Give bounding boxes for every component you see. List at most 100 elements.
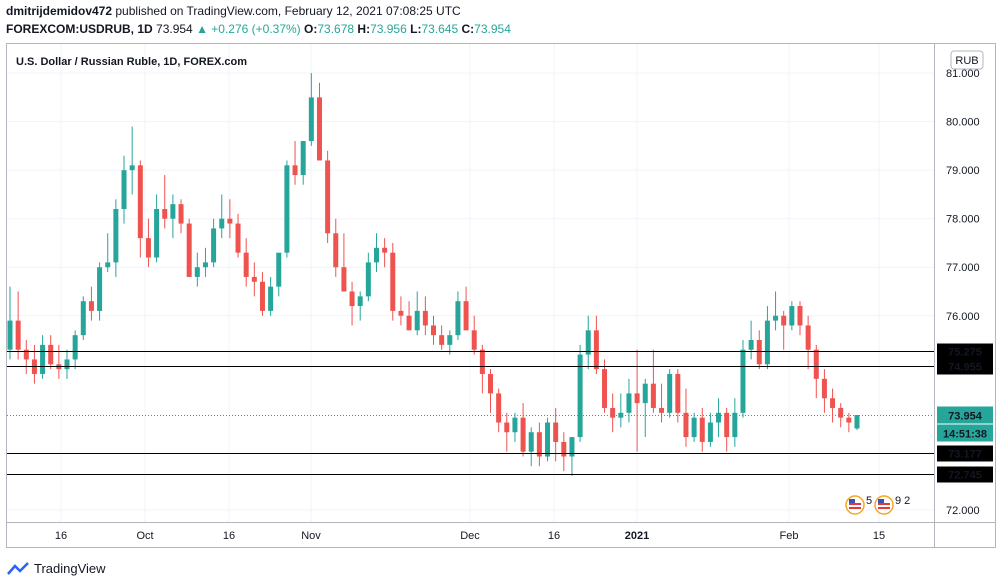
candle (202, 247, 208, 277)
candle-body (365, 262, 371, 297)
candle-body (251, 276, 257, 282)
candle (488, 369, 494, 413)
candle (40, 335, 46, 379)
x-tick-label: 16 (223, 530, 235, 542)
candle (186, 218, 192, 277)
candle (194, 252, 200, 287)
last-price-label: 73.954 (948, 411, 983, 423)
candle (406, 301, 412, 331)
candle (821, 369, 827, 413)
low-value: 73.645 (421, 22, 459, 36)
candle-body (154, 208, 160, 258)
candle-body (634, 393, 640, 404)
candle-body (520, 417, 526, 452)
candle (732, 398, 738, 447)
candle (528, 427, 534, 467)
candle (64, 349, 70, 379)
candle-body (341, 267, 347, 292)
candle-body (545, 422, 551, 457)
candle-body (170, 204, 176, 219)
candle-body (15, 320, 21, 350)
candle (667, 369, 673, 418)
x-tick-label: Feb (780, 530, 799, 542)
candle (235, 213, 241, 258)
candle-body (235, 223, 241, 253)
candle-body (797, 306, 803, 326)
candle-body (683, 412, 689, 438)
candle-body (732, 412, 738, 438)
high-label: H: (357, 22, 371, 36)
flag-stripe (849, 503, 861, 505)
candle-body (602, 369, 608, 408)
candle (439, 325, 445, 350)
y-tick-label: 72.000 (946, 505, 980, 517)
candle-body (211, 228, 217, 263)
candle (31, 344, 37, 384)
candle-body (162, 208, 168, 219)
candle-body (439, 335, 445, 345)
flag-stripe (878, 503, 890, 505)
countdown-label: 14:51:38 (943, 429, 987, 441)
chart-frame[interactable]: 75.275 74.955 73.177 72.745 73.954 14:51:38 72… (6, 43, 996, 548)
candle-body (121, 170, 127, 209)
candle-body (569, 437, 575, 457)
candle (7, 286, 13, 360)
y-tick-label: 76.000 (946, 311, 980, 323)
candle-body (243, 252, 249, 277)
candle-body (72, 335, 78, 360)
candle (325, 150, 331, 243)
candle (300, 141, 306, 185)
candle (699, 407, 705, 452)
candle-body (382, 247, 388, 253)
candle (390, 242, 396, 321)
candle-body (626, 393, 632, 413)
candle (308, 73, 314, 146)
y-tick-label: 81.000 (946, 68, 980, 80)
candle (602, 359, 608, 413)
x-tick-label: 2021 (625, 530, 649, 542)
candle-body (577, 354, 583, 438)
candle-body (300, 141, 306, 176)
candlestick-chart[interactable]: 75.275 74.955 73.177 72.745 73.954 14:51:38 72… (7, 44, 996, 548)
candle (414, 291, 420, 336)
candle-body (422, 310, 428, 326)
x-tick-label: 16 (548, 530, 560, 542)
candle (382, 238, 388, 268)
candle-body (691, 417, 697, 438)
candle (740, 340, 746, 418)
currency-badge: RUB (955, 55, 978, 67)
candle (422, 296, 428, 336)
candle (773, 291, 779, 331)
candle-body (333, 233, 339, 268)
candle-body (447, 335, 453, 345)
candle (178, 199, 184, 234)
event-badge-count: 9 2 (895, 495, 910, 507)
candle-body (325, 160, 331, 234)
y-tick-label: 78.000 (946, 214, 980, 226)
candle (479, 344, 485, 394)
candle-body (316, 97, 322, 161)
price-change: ▲ +0.276 (+0.37%) (196, 22, 301, 36)
high-value: 73.956 (370, 22, 407, 36)
close-label: C: (461, 22, 475, 36)
close-value: 73.954 (474, 22, 511, 36)
candle-body (512, 417, 518, 433)
candle (292, 141, 298, 185)
candle-body (488, 373, 494, 394)
candle (634, 349, 640, 452)
candle-body (40, 344, 46, 374)
candle-body (716, 412, 722, 423)
candle-body (854, 415, 860, 429)
candle (88, 286, 94, 321)
candle (145, 218, 151, 268)
candle (276, 252, 282, 297)
candle (545, 417, 551, 462)
candle (333, 218, 339, 277)
price-line-label-bg (937, 343, 993, 360)
candle-body (88, 301, 94, 311)
candle (373, 233, 379, 273)
candle-body (7, 320, 13, 350)
candle (211, 218, 217, 268)
candle-body (748, 340, 754, 350)
candle-body (431, 325, 436, 336)
